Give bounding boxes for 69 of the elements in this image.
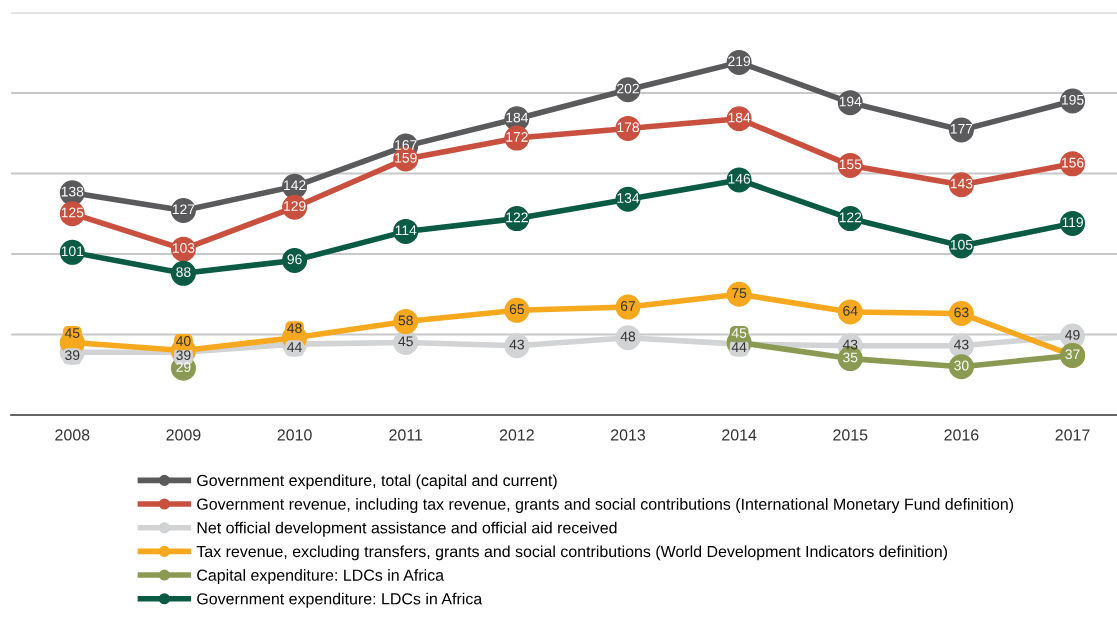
x-tick-label: 2017 <box>1055 429 1090 441</box>
data-label: 195 <box>1062 94 1084 105</box>
data-label: 39 <box>176 350 191 361</box>
data-label: 178 <box>617 122 639 133</box>
data-label: 48 <box>287 323 302 334</box>
data-label: 101 <box>61 246 84 257</box>
data-label: 177 <box>950 124 973 134</box>
data-label: 64 <box>843 305 858 316</box>
data-label: 156 <box>1062 157 1084 168</box>
data-label: 45 <box>398 336 413 347</box>
data-label: 49 <box>1065 329 1080 340</box>
data-label: 44 <box>287 342 302 352</box>
data-label: 119 <box>1062 217 1083 228</box>
data-label: 194 <box>839 96 862 107</box>
data-label: 155 <box>839 159 862 170</box>
x-tick-label: 2014 <box>722 429 757 441</box>
data-label: 202 <box>617 83 639 94</box>
data-label: 67 <box>620 300 636 311</box>
data-label: 103 <box>172 243 195 253</box>
x-tick-label: 2016 <box>944 429 979 441</box>
data-label: 44 <box>731 342 747 352</box>
x-tick-label: 2011 <box>389 429 423 441</box>
legend-label: Government expenditure, total (capital and current) <box>197 474 557 490</box>
legend-label: Net official development assistance and official aid received <box>197 521 617 537</box>
data-label: 114 <box>395 225 417 236</box>
data-label: 142 <box>284 180 306 190</box>
data-label: 184 <box>728 112 751 123</box>
legend-label: Tax revenue, excluding transfers, grants and social contributions (World Development Indicators definition) <box>196 545 948 561</box>
data-label: 30 <box>954 360 969 371</box>
x-tick-label: 2012 <box>499 429 534 441</box>
data-label: 45 <box>731 328 747 338</box>
data-label: 35 <box>843 352 858 363</box>
data-label: 159 <box>395 152 417 163</box>
data-label: 172 <box>506 131 528 142</box>
x-tick-label: 2015 <box>833 429 868 441</box>
data-label: 219 <box>728 56 751 67</box>
data-label: 125 <box>61 207 84 218</box>
data-label: 43 <box>509 339 524 350</box>
data-label: 122 <box>506 212 528 223</box>
data-label: 96 <box>287 254 302 265</box>
data-label: 63 <box>954 307 969 318</box>
data-label: 122 <box>839 212 862 223</box>
data-label: 75 <box>732 288 747 298</box>
data-label: 105 <box>950 239 973 250</box>
data-label: 167 <box>395 140 417 150</box>
data-label: 127 <box>172 204 195 215</box>
data-label: 40 <box>176 336 191 346</box>
data-label: 146 <box>728 173 751 184</box>
data-label: 43 <box>954 339 969 350</box>
x-tick-label: 2008 <box>55 429 90 441</box>
data-label: 37 <box>1065 349 1080 360</box>
x-tick-label: 2013 <box>611 429 646 441</box>
legend-label: Government revenue, including tax revenue, grants and social contributions (International Monetary Fund definition) <box>197 498 1014 513</box>
data-label: 39 <box>65 350 80 361</box>
data-label: 29 <box>176 362 191 372</box>
x-tick-label: 2009 <box>166 429 201 441</box>
x-tick-label: 2010 <box>277 429 312 441</box>
data-label: 184 <box>506 112 529 123</box>
data-label: 134 <box>617 193 640 203</box>
legend-label: Government expenditure: LDCs in Africa <box>197 592 483 608</box>
data-label: 138 <box>61 186 84 197</box>
data-label: 48 <box>620 331 636 342</box>
data-label: 88 <box>176 267 191 278</box>
data-label: 65 <box>509 304 524 315</box>
data-label: 58 <box>398 315 413 326</box>
data-label: 129 <box>284 201 306 212</box>
data-label: 45 <box>64 328 80 338</box>
data-label: 143 <box>950 178 973 189</box>
legend-label: Capital expenditure: LDCs in Africa <box>197 569 445 584</box>
